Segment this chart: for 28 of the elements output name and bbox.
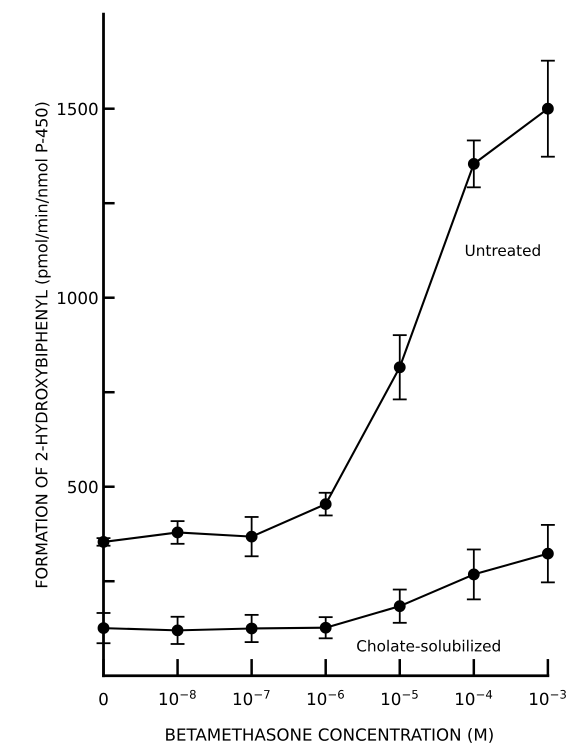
point [394, 361, 406, 374]
x-tick-label: 10$^{−3}$ [530, 690, 566, 706]
x-tick-label: 0 [99, 692, 108, 706]
point [320, 622, 332, 634]
x-tick-label: 10$^{−7}$ [234, 690, 270, 706]
x-tick-label: 10$^{−4}$ [456, 690, 492, 706]
point [98, 622, 110, 634]
point [172, 624, 184, 636]
series-label: Cholate-solubilized [357, 640, 500, 652]
point [468, 158, 480, 170]
y-tick-label: 1000 [58, 292, 98, 304]
x-axis-title: BETAMETHASONE CONCENTRATION (M) [166, 728, 493, 743]
point [542, 102, 554, 115]
series-label: Untreated [466, 244, 540, 256]
y-tick-label: 500 [68, 480, 98, 494]
point [172, 526, 184, 538]
point [542, 548, 554, 560]
x-tick-label: 10$^{−8}$ [160, 690, 196, 706]
point [468, 568, 480, 580]
point [320, 498, 332, 510]
x-tick-label: 10$^{−5}$ [382, 690, 418, 706]
y-axis-title: FORMATION OF 2-HYDROXYBIPHENYL (pmol/min/nmol P-450) [35, 102, 51, 588]
point [394, 600, 406, 612]
point [98, 536, 110, 548]
x-tick-label: 10$^{−6}$ [308, 690, 344, 706]
point [246, 530, 258, 543]
y-tick-label: 1500 [58, 102, 98, 116]
point [246, 622, 258, 634]
